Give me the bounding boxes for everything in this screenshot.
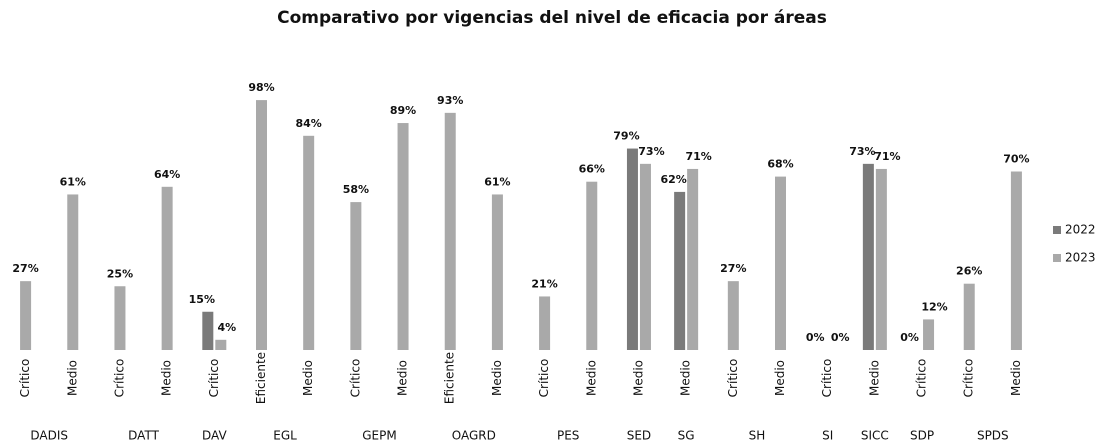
value-label: 12% (921, 300, 947, 313)
bar (202, 311, 214, 350)
bar (1010, 171, 1022, 350)
group-label: OAGRD (452, 429, 496, 443)
value-label: 4% (217, 321, 236, 334)
x-tick-label: Medio (490, 360, 504, 396)
group-label: SG (678, 429, 695, 443)
bar (674, 191, 686, 350)
x-tick-label: Crítico (18, 359, 32, 398)
value-label: 71% (874, 150, 900, 163)
value-label: 89% (390, 104, 416, 117)
bar (539, 296, 551, 350)
group-label: SICC (861, 429, 889, 443)
legend-label: 2023 (1065, 251, 1096, 265)
value-label: 27% (12, 262, 38, 275)
bar (215, 339, 227, 350)
bar (350, 202, 362, 350)
bar (114, 286, 126, 350)
bar (639, 163, 651, 350)
value-label: 26% (956, 265, 982, 278)
bar (20, 281, 32, 350)
value-label: 62% (660, 173, 686, 186)
group-label: SED (627, 429, 651, 443)
bar (444, 112, 456, 350)
x-tick-label: Medio (301, 360, 315, 396)
bar (775, 176, 786, 350)
bar (727, 281, 739, 350)
value-label: 98% (248, 81, 274, 94)
bar (397, 123, 409, 350)
x-tick-label: Crítico (726, 359, 740, 398)
bar (256, 100, 267, 350)
x-tick-label: Crítico (915, 359, 929, 398)
value-label: 93% (437, 94, 463, 107)
legend-label: 2022 (1065, 223, 1096, 237)
x-tick-label: Medio (773, 360, 787, 396)
x-tick-label: Medio (160, 360, 174, 396)
bar (586, 181, 598, 350)
value-label: 71% (685, 150, 711, 163)
value-label: 25% (107, 267, 133, 280)
chart-title: Comparativo por vigencias del nivel de e… (277, 8, 827, 28)
bar (67, 194, 79, 350)
group-label: DATT (128, 429, 159, 443)
x-tick-label: Medio (396, 360, 410, 396)
bar (303, 135, 315, 350)
group-label: SPDS (977, 429, 1009, 443)
value-label: 64% (154, 168, 180, 181)
value-label: 0% (900, 331, 919, 344)
legend-swatch (1053, 254, 1061, 262)
x-tick-label: Crítico (207, 359, 221, 398)
x-tick-label: Crítico (537, 359, 551, 398)
value-label: 58% (343, 183, 369, 196)
value-label: 15% (189, 293, 215, 306)
bar (626, 148, 638, 350)
x-tick-label: Eficiente (254, 352, 268, 404)
x-tick-label: Crítico (112, 359, 126, 398)
value-label: 27% (720, 262, 746, 275)
value-label: 61% (60, 175, 86, 188)
x-tick-label: Medio (867, 360, 881, 396)
x-tick-label: Crítico (348, 359, 362, 398)
value-label: 73% (849, 145, 875, 158)
value-label: 79% (613, 130, 639, 143)
x-tick-label: Crítico (962, 359, 976, 398)
bar (923, 319, 935, 350)
x-tick-label: Medio (1009, 360, 1023, 396)
value-label: 68% (767, 158, 793, 171)
group-label: DAV (202, 429, 227, 443)
value-label: 61% (484, 175, 510, 188)
x-tick-label: Medio (679, 360, 693, 396)
value-label: 66% (579, 163, 605, 176)
bar (862, 163, 874, 350)
x-tick-label: Medio (65, 360, 79, 396)
group-label: SDP (910, 429, 934, 443)
value-label: 21% (531, 277, 557, 290)
x-tick-label: Eficiente (443, 352, 457, 404)
bar (687, 168, 699, 350)
group-label: PES (557, 429, 579, 443)
group-label: SI (822, 429, 833, 443)
bar (875, 168, 887, 350)
bar (161, 186, 173, 350)
bar (491, 194, 503, 350)
value-label: 73% (638, 145, 664, 158)
x-tick-label: Crítico (820, 359, 834, 398)
bar (963, 283, 975, 350)
group-label: EGL (273, 429, 297, 443)
group-label: DADIS (30, 429, 68, 443)
value-label: 0% (831, 331, 850, 344)
x-tick-label: Medio (584, 360, 598, 396)
group-label: GEPM (362, 429, 396, 443)
value-label: 70% (1003, 153, 1029, 166)
value-label: 0% (806, 331, 825, 344)
x-tick-label: Medio (631, 360, 645, 396)
legend-swatch (1053, 226, 1061, 234)
group-label: SH (749, 429, 766, 443)
value-label: 84% (296, 117, 322, 130)
